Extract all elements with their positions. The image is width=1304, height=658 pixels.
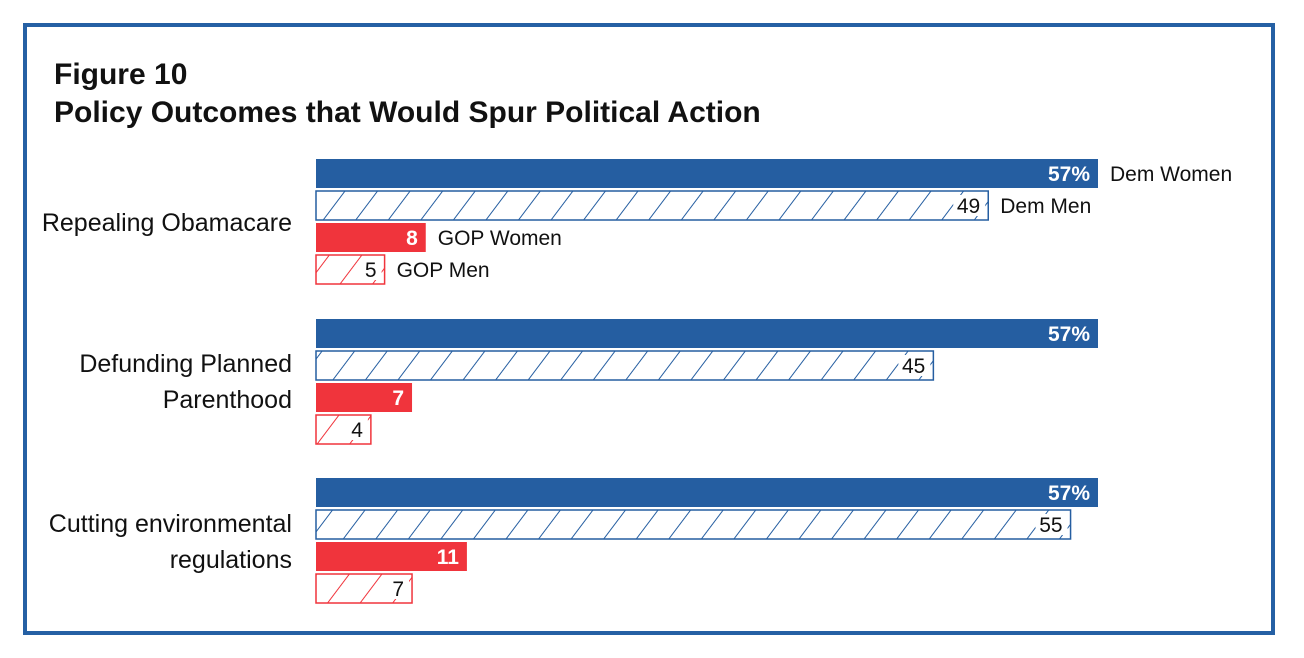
value-label-background — [390, 578, 410, 599]
legend-label: Dem Women — [1110, 163, 1232, 186]
value-label-background — [898, 355, 931, 376]
value-label: 55 — [1039, 514, 1062, 537]
value-label: 57% — [1048, 163, 1090, 186]
category-label: Defunding Planned — [79, 350, 292, 378]
value-label: 45 — [902, 355, 925, 378]
value-label: 11 — [437, 546, 460, 569]
bar-dem-men — [315, 190, 989, 221]
value-label: 57% — [1048, 482, 1090, 505]
value-label-background — [1035, 514, 1068, 535]
figure-frame — [23, 23, 1275, 635]
legend-label: Dem Men — [1000, 195, 1091, 218]
bar-gop-women — [316, 383, 413, 412]
value-label: 7 — [392, 387, 404, 410]
category-label: Parenthood — [163, 386, 292, 414]
value-label: 4 — [351, 419, 363, 442]
value-label: 5 — [365, 259, 377, 282]
legend-label: GOP Men — [397, 259, 490, 282]
bar-dem-women — [316, 478, 1098, 507]
figure-heading: Figure 10 Policy Outcomes that Would Spu… — [54, 56, 761, 132]
chart-body: Repealing Obamacare 57% Dem Women 49 Dem Men… — [42, 159, 1232, 604]
legend-label: GOP Women — [438, 227, 562, 250]
category-label: Cutting environmental — [49, 510, 292, 538]
category-label: regulations — [170, 546, 292, 574]
bar-dem-men — [315, 350, 935, 381]
value-label-background — [362, 259, 382, 280]
value-label: 8 — [406, 227, 418, 250]
bar-gop-women — [316, 542, 467, 571]
figure-number: Figure 10 — [54, 58, 188, 91]
bar-dem-women — [316, 319, 1098, 348]
figure-title: Policy Outcomes that Would Spur Politica… — [54, 96, 761, 129]
value-label-background — [953, 195, 986, 216]
value-label: 57% — [1048, 323, 1090, 346]
category-label: Repealing Obamacare — [42, 209, 292, 237]
bar-dem-women — [316, 159, 1098, 188]
value-label: 49 — [957, 195, 980, 218]
value-label: 7 — [392, 578, 404, 601]
value-label-background — [348, 419, 368, 440]
bar-dem-men — [315, 509, 1072, 540]
bar-gop-women — [316, 223, 426, 252]
